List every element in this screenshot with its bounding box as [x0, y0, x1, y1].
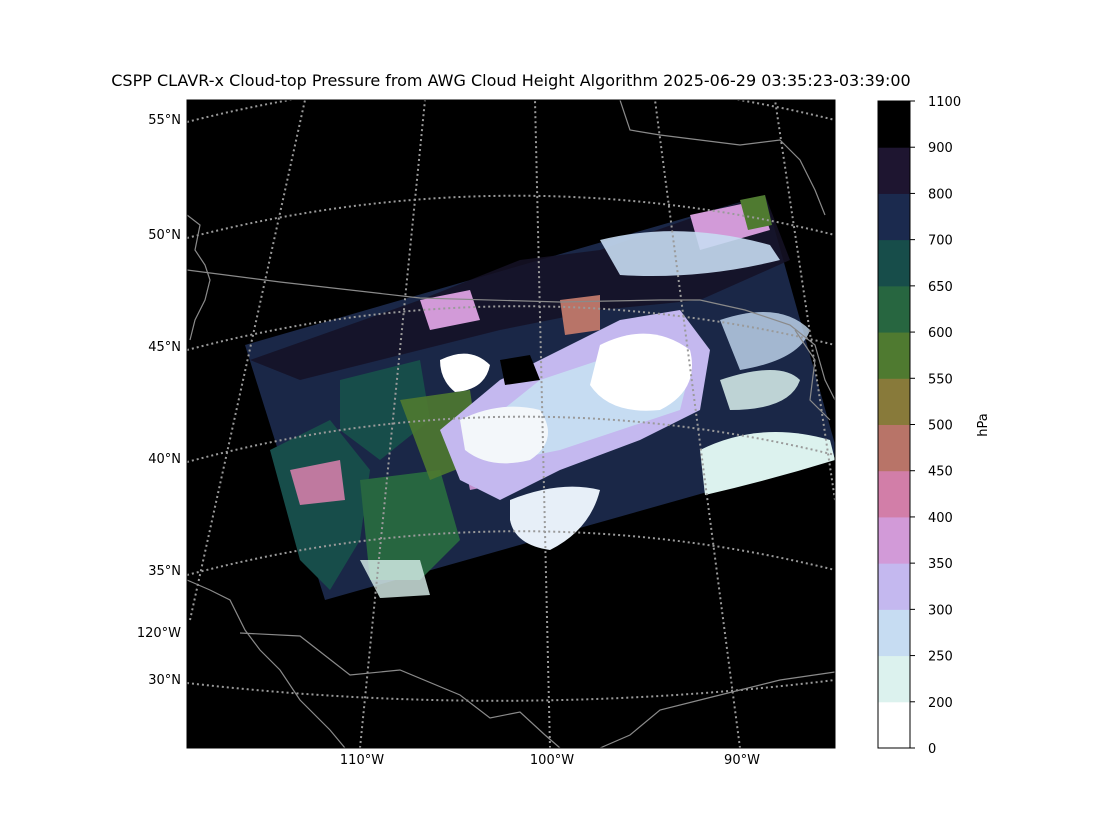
colorbar-tick-label: 0 [928, 742, 936, 757]
lon-110-gridline [359, 100, 426, 748]
colorbar-tick-label: 250 [928, 650, 953, 665]
colorbar-tick-label: 500 [928, 419, 953, 434]
colorbar-segment [878, 609, 910, 657]
colorbar-segment [878, 285, 910, 333]
colorbar-tick-label: 350 [928, 557, 953, 572]
lat-label-55: 55°N [148, 113, 181, 128]
political-borders [187, 100, 835, 748]
colorbar-ticks: 0 200 250 300 350 400 450 500 550 600 650 700 800 900… [910, 95, 961, 757]
colorbar-tick-label: 200 [928, 696, 953, 711]
colorbar-tick-label: 550 [928, 372, 953, 387]
lon-label-110: 110°W [340, 753, 384, 768]
baja-coastline [187, 579, 346, 748]
lon-label-120: 120°W [137, 626, 181, 641]
map-content [187, 100, 835, 748]
lat-label-50: 50°N [148, 228, 181, 243]
lat-label-35: 35°N [148, 564, 181, 579]
colorbar-tick-label: 600 [928, 326, 953, 341]
map-panel: 55°N 50°N 45°N 40°N 35°N 30°N 120°W 110°… [137, 99, 836, 768]
great-lakes-outline [794, 329, 831, 421]
lat-label-45: 45°N [148, 340, 181, 355]
lat-45-gridline [187, 305, 835, 351]
pacific-coastline [187, 214, 211, 341]
lon-label-100: 100°W [530, 753, 574, 768]
colorbar-segment [878, 516, 910, 564]
lon-100-gridline [534, 100, 551, 748]
colorbar-tick-label: 650 [928, 280, 953, 295]
colorbar-segments [878, 101, 910, 749]
figure-title: CSPP CLAVR-x Cloud-top Pressure from AWG… [111, 71, 910, 90]
colorbar-tick-label: 700 [928, 234, 953, 249]
map-frame [186, 99, 836, 749]
colorbar-segment [878, 101, 910, 148]
colorbar-tick-label: 300 [928, 603, 953, 618]
colorbar-tick-label: 800 [928, 187, 953, 202]
colorbar-segment [878, 147, 910, 194]
lat-35-gridline [187, 530, 835, 576]
colorbar-label: hPa [976, 413, 991, 436]
colorbar-segment [878, 701, 910, 749]
us-mexico-border [239, 632, 561, 748]
colorbar-segment [878, 332, 910, 379]
colorbar-tick-label: 900 [928, 141, 953, 156]
lat-50-gridline [187, 194, 835, 239]
colorbar-segment [878, 378, 910, 425]
lat-label-40: 40°N [148, 452, 181, 467]
colorbar-tick-label: 400 [928, 511, 953, 526]
colorbar-segment [878, 239, 910, 287]
us-canada-border [187, 269, 835, 401]
lat-55-gridline [187, 100, 835, 123]
gulf-coastline [599, 671, 835, 748]
colorbar-segment [878, 470, 910, 518]
lon-120-gridline [189, 100, 306, 621]
lat-30-gridline [187, 679, 835, 702]
colorbar-segment [878, 193, 910, 241]
colorbar-segment [878, 655, 910, 703]
cloud-swath [245, 195, 835, 600]
colorbar-tick-label: 450 [928, 465, 953, 480]
lat-40-gridline [187, 415, 835, 463]
lon-label-90: 90°W [724, 753, 760, 768]
colorbar-segment [878, 563, 910, 610]
colorbar-tick-label: 1100 [928, 95, 961, 110]
lon-90-gridline [654, 100, 741, 748]
graticule [187, 100, 835, 748]
lat-label-30: 30°N [148, 673, 181, 688]
hudson-bay-coastline [619, 100, 826, 216]
colorbar: 0 200 250 300 350 400 450 500 550 600 650 700 800 900… [877, 95, 991, 757]
colorbar-segment [878, 424, 910, 472]
